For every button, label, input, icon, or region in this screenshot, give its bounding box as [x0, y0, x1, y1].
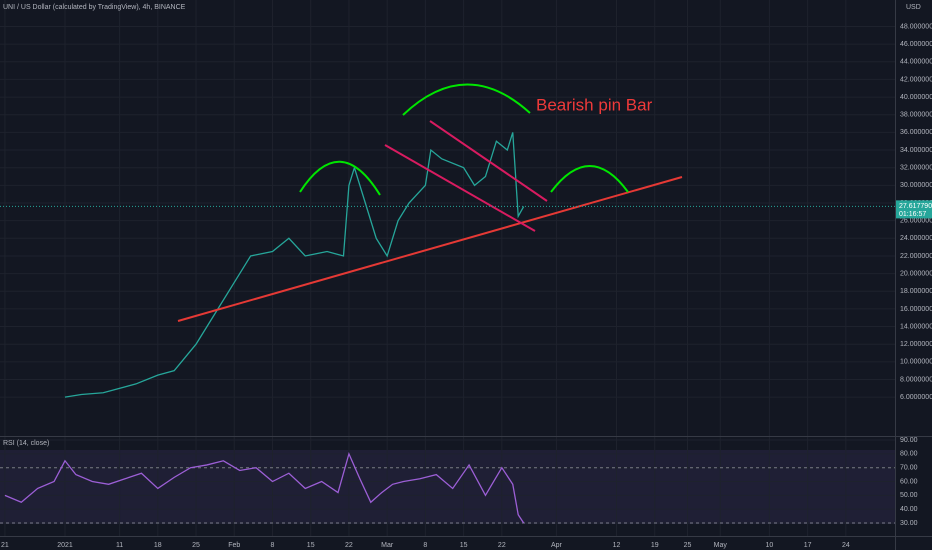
- y-tick-label: 14.00000000: [900, 323, 932, 330]
- y-tick-label: 50.00: [900, 492, 918, 499]
- grid: [0, 0, 895, 536]
- last-price-box: [896, 200, 932, 219]
- y-tick-label: 30.00000000: [900, 182, 932, 189]
- x-tick-label: 15: [460, 542, 468, 549]
- y-tick-label: 48.00000000: [900, 23, 932, 30]
- y-tick-label: 40.00: [900, 506, 918, 513]
- x-tick-label: 12: [613, 542, 621, 549]
- x-tick-label: 19: [651, 542, 659, 549]
- y-tick-label: 12.00000000: [900, 341, 932, 348]
- x-tick-label: 17: [804, 542, 812, 549]
- shoulder-arc: [299, 160, 381, 196]
- x-tick-label: Feb: [228, 542, 240, 549]
- drawings: [177, 83, 683, 322]
- x-tick-label: 8: [423, 542, 427, 549]
- x-tick-label: Mar: [381, 542, 394, 549]
- y-tick-label: 60.00: [900, 478, 918, 485]
- x-tick-label: 15: [307, 542, 315, 549]
- shoulder-arc: [550, 165, 629, 193]
- last-price-label: 27.61779084: [899, 203, 932, 210]
- y-tick-label: 16.00000000: [900, 306, 932, 313]
- y-tick-label: 38.00000000: [900, 112, 932, 119]
- x-tick-label: 25: [192, 542, 200, 549]
- x-tick-label: 25: [684, 542, 692, 549]
- price-line: [4, 451, 525, 524]
- rsi-band-fill: [0, 450, 895, 524]
- countdown: 01:16:57: [899, 211, 926, 218]
- y-tick-label: 70.00: [900, 465, 918, 472]
- y-tick-label: 34.00000000: [900, 147, 932, 154]
- symbol-title: UNI / US Dollar (calculated by TradingVi…: [3, 4, 186, 11]
- marks: [4, 132, 525, 524]
- x-tick-label: 21: [1, 542, 9, 549]
- x-tick-label: May: [714, 542, 728, 549]
- x-tick-label: 11: [116, 542, 123, 549]
- y-tick-label: 32.00000000: [900, 165, 932, 172]
- x-tick-label: Apr: [551, 542, 563, 549]
- x-tick-label: 22: [345, 542, 353, 549]
- y-tick-label: 24.00000000: [900, 235, 932, 242]
- x-tick-label: 2021: [57, 542, 73, 549]
- currency: USD: [906, 4, 921, 11]
- x-tick-label: 8: [271, 542, 275, 549]
- x-tick-label: 24: [842, 542, 850, 549]
- annotation: Bearish pin Bar: [536, 95, 653, 114]
- x-tick-label: 18: [154, 542, 162, 549]
- x-tick-label: 10: [766, 542, 774, 549]
- head-arc: [402, 83, 531, 116]
- y-tick-label: 40.00000000: [900, 94, 932, 101]
- y-tick-label: 46.00000000: [900, 41, 932, 48]
- channel-line: [384, 144, 536, 232]
- y-tick-label: 30.00: [900, 520, 918, 527]
- channel-line: [429, 120, 548, 202]
- indicator-title: RSI (14, close): [3, 440, 49, 447]
- y-tick-label: 10.00000000: [900, 359, 932, 366]
- y-tick-label: 22.00000000: [900, 253, 932, 260]
- y-tick-label: 6.00000000: [900, 394, 932, 401]
- y-tick-label: 18.00000000: [900, 288, 932, 295]
- x-tick-label: 22: [498, 542, 506, 549]
- y-tick-label: 8.00000000: [900, 376, 932, 383]
- y-tick-label: 42.00000000: [900, 76, 932, 83]
- y-tick-label: 80.00: [900, 451, 918, 458]
- price-line: [64, 132, 525, 398]
- y-tick-label: 90.00: [900, 437, 918, 444]
- y-tick-label: 20.00000000: [900, 270, 932, 277]
- y-tick-label: 44.00000000: [900, 59, 932, 66]
- y-tick-label: 36.00000000: [900, 129, 932, 136]
- trendline: [177, 176, 683, 322]
- y-tick-label: 26.00000000: [900, 217, 932, 224]
